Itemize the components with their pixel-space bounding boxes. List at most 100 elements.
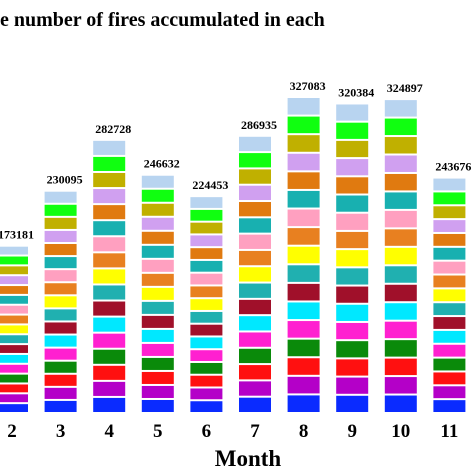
x-tick-label: 2 (7, 421, 17, 442)
bar-stripe (44, 374, 77, 386)
bar-stripe (433, 275, 466, 288)
bar-stripe (141, 189, 174, 202)
value-label: 327083 (290, 79, 326, 93)
bar-stripe (336, 195, 369, 212)
bar-stripe (141, 357, 174, 370)
bar-stripe (433, 233, 466, 246)
bar-stripe (239, 202, 271, 217)
bar-stripe (433, 289, 466, 302)
bar-stripe (190, 209, 223, 221)
bar-stripe (336, 395, 369, 412)
bar-stripe (384, 100, 417, 117)
bar-stripe (141, 203, 174, 216)
bar-stripe (44, 335, 77, 347)
bar-stripe (287, 283, 320, 301)
bar-stripe (44, 283, 77, 295)
bar-stripe (239, 299, 271, 315)
bar-stripe (0, 354, 28, 363)
bar-stripe (384, 118, 417, 136)
bar-stripe (336, 286, 369, 303)
bar-stripe (287, 302, 320, 320)
bar-stripe (190, 362, 223, 374)
bar-stripe (336, 359, 369, 376)
bar-stripe (336, 304, 369, 321)
x-tick-label: 10 (391, 421, 410, 442)
bar-stripe (93, 221, 126, 236)
x-tick-label: 5 (153, 421, 163, 442)
bar-stripe (433, 261, 466, 274)
bar-stripe (287, 135, 320, 152)
bar-stripe (384, 192, 417, 209)
bar-stripe (141, 231, 174, 244)
bar-stripe (384, 210, 417, 228)
bar-stripe (433, 317, 466, 329)
value-label: 173181 (0, 228, 34, 242)
bar-stripe (93, 205, 126, 220)
bar-stripe (384, 284, 417, 302)
bar-stripe (93, 381, 126, 396)
bar-stripe (190, 324, 223, 336)
bar-stripe (141, 371, 174, 384)
bar-stripe (93, 253, 126, 268)
bar-stripe (239, 185, 271, 201)
bar-stripe (44, 230, 77, 243)
bar-stripe (287, 376, 320, 394)
bar-stripe (44, 322, 77, 334)
bar-stripe (141, 315, 174, 328)
x-axis-label: Month (215, 446, 282, 471)
value-label: 246632 (144, 157, 180, 171)
bar-stripe (0, 266, 28, 275)
bar-stripe (44, 361, 77, 373)
x-tick-label: 4 (104, 421, 114, 442)
value-label: 286935 (241, 118, 277, 132)
bar-stripe (93, 301, 126, 316)
bar-stripe (0, 286, 28, 294)
bar-stripe (190, 337, 223, 349)
bar-stripe (336, 250, 369, 267)
bar-stripe (141, 259, 174, 272)
bar-stripe (336, 268, 369, 285)
bar-stripe (239, 316, 271, 331)
bar-stripe (384, 321, 417, 339)
bar-stripe (0, 384, 28, 393)
bar-stripe (44, 348, 77, 360)
bar-stripe (44, 387, 77, 399)
bar-stripe (0, 394, 28, 403)
bar-stripe (0, 246, 28, 255)
bar-stripe (190, 248, 223, 259)
bar-stripe (93, 365, 126, 380)
bar-stripe (190, 197, 223, 208)
bar-stripe (44, 270, 77, 282)
bar-stripe (93, 189, 126, 204)
bar-stripe (44, 204, 77, 216)
bar-stripe (433, 220, 466, 232)
bar-stripe (433, 358, 466, 371)
bar-stripe (336, 341, 369, 358)
bar-stripe (190, 401, 223, 412)
bar-stripe (287, 321, 320, 338)
bar-stripe (190, 350, 223, 361)
value-label: 282728 (95, 122, 131, 136)
bar-stripe (141, 343, 174, 356)
bar-stripe (239, 153, 271, 168)
bar-stripe (239, 218, 271, 233)
bar-stripe (93, 397, 126, 412)
bar-stripe (141, 175, 174, 188)
bar-stripe (93, 317, 126, 332)
bar-stripe (239, 365, 271, 380)
bar-stripe (190, 235, 223, 247)
bar-stripe (141, 301, 174, 314)
bar-stripe (44, 191, 77, 203)
bar-stripe (93, 349, 126, 364)
value-label: 230095 (47, 173, 83, 187)
bar-stripe (384, 266, 417, 283)
x-tick-label: 9 (347, 421, 357, 442)
bar-stripe (287, 395, 320, 412)
bar-stripe (239, 348, 271, 364)
bar-stripe (190, 375, 223, 387)
bar-stripe (0, 325, 28, 334)
bar-stripe (336, 159, 369, 176)
bar-stripe (93, 156, 126, 171)
bar-stripe (141, 399, 174, 412)
